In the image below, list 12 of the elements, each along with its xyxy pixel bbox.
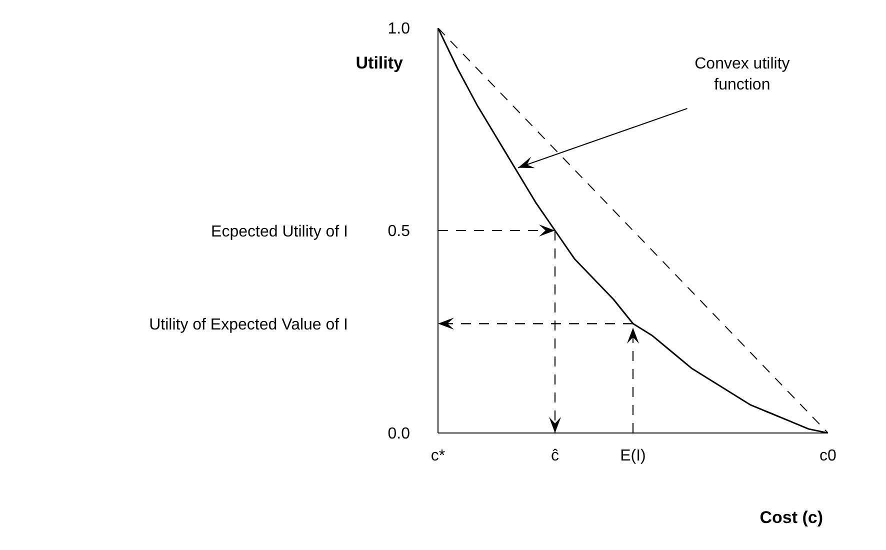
y-tick-label: 1.0 bbox=[388, 20, 410, 38]
text: Utility of Expected Value of I bbox=[149, 316, 348, 334]
x-tick-label: c0 bbox=[820, 447, 837, 464]
text: Ecpected Utility of I bbox=[211, 224, 348, 240]
x-tick-label: ĉ bbox=[551, 447, 559, 464]
x-tick-label: E(I) bbox=[620, 447, 646, 464]
x-tick-label: c* bbox=[430, 447, 446, 464]
y-tick-label: 0.0 bbox=[388, 426, 410, 443]
annotation: Convex utility function bbox=[694, 56, 790, 94]
x-axis-title: Cost (c) bbox=[760, 508, 823, 527]
y-tick-label: 0.5 bbox=[388, 223, 410, 240]
y-axis-title: Utility bbox=[356, 54, 404, 72]
